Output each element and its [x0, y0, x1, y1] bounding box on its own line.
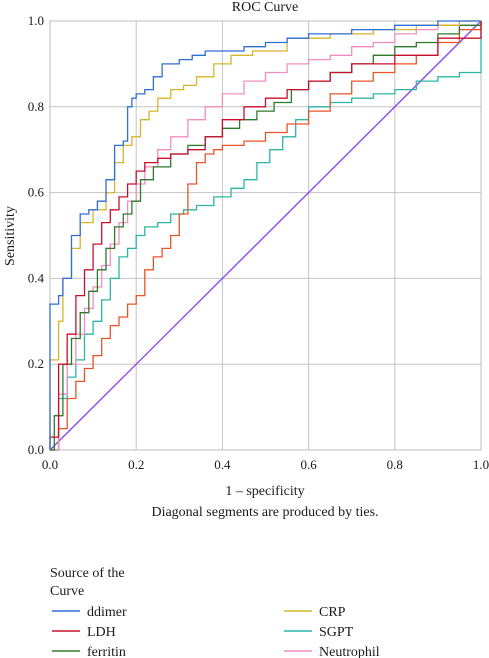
x-tick-label: 0.6: [300, 457, 317, 472]
y-tick-label: 0.6: [28, 185, 45, 200]
x-axis-title: 1 – specificity: [225, 484, 304, 499]
legend: ddimerLDHferritinageCRPSGPTNeutrophilRef…: [52, 605, 380, 658]
x-tick-label: 0.4: [214, 457, 231, 472]
series-line-sgpt: [50, 21, 482, 451]
x-tick-labels: 0.0 0.2 0.4 0.6 0.8 1.0: [42, 457, 489, 472]
x-tick-label: 0.0: [42, 457, 58, 472]
series-line-ddimer: [49, 20, 481, 450]
series-line-reference-line: [49, 20, 482, 451]
chart-title: ROC Curve: [232, 0, 299, 15]
y-tick-label: 1.0: [28, 13, 44, 28]
y-axis-title: Sensitivity: [3, 206, 18, 266]
x-tick-label: 0.2: [128, 457, 144, 472]
series-line-crp: [49, 20, 481, 450]
y-tick-label: 0.0: [28, 442, 44, 457]
legend-label-ldh: LDH: [87, 625, 116, 640]
legend-title-line1: Source of the: [50, 566, 125, 581]
y-tick-labels: 0.0 0.2 0.4 0.6 0.8 1.0: [28, 13, 45, 457]
legend-label-sgpt: SGPT: [319, 625, 354, 640]
x-tick-label: 1.0: [473, 457, 489, 472]
legend-title-line2: Curve: [50, 584, 84, 599]
y-tick-label: 0.4: [28, 270, 45, 285]
ties-footnote: Diagonal segments are produced by ties.: [151, 505, 378, 520]
x-tick-label: 0.8: [387, 457, 403, 472]
y-tick-label: 0.8: [28, 99, 44, 114]
legend-label-neutrophil: Neutrophil: [319, 645, 380, 658]
series-line-neutrophil: [50, 21, 482, 451]
series-line-ldh: [49, 21, 482, 450]
legend-label-crp: CRP: [319, 605, 346, 620]
legend-label-ferritin: ferritin: [87, 645, 126, 658]
plot-frame: [49, 20, 482, 451]
series-line-age: [50, 21, 482, 451]
series-layer: [49, 20, 482, 451]
y-tick-label: 0.2: [28, 356, 44, 371]
legend-label-ddimer: ddimer: [87, 605, 127, 620]
